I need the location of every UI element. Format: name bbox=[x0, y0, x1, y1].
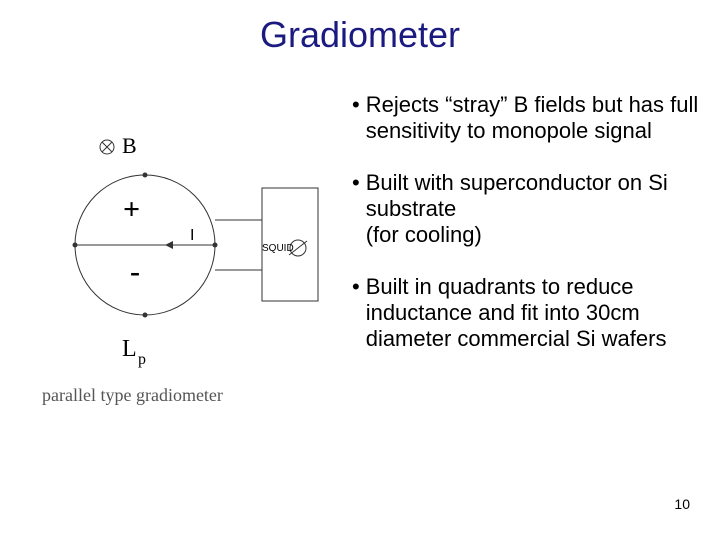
bullet-text: Rejects “stray” B fields but has full se… bbox=[366, 92, 704, 144]
bullet-dot: • bbox=[352, 92, 360, 144]
label-I: I bbox=[190, 227, 194, 245]
page-number: 10 bbox=[674, 496, 690, 512]
label-squid: SQUID bbox=[262, 243, 294, 254]
bullet-item: • Built in quadrants to reduce inductanc… bbox=[352, 274, 704, 352]
label-B: B bbox=[122, 133, 137, 159]
node-dot bbox=[73, 243, 78, 248]
bullet-text: Built with superconductor on Si substrat… bbox=[366, 170, 704, 248]
bullet-dot: • bbox=[352, 170, 360, 248]
node-dot bbox=[143, 313, 148, 318]
node-dot bbox=[143, 173, 148, 178]
bullet-item: • Built with superconductor on Si substr… bbox=[352, 170, 704, 248]
bullet-dot: • bbox=[352, 274, 360, 352]
gradiometer-diagram: B + - I SQUID L p bbox=[30, 115, 340, 415]
label-Lp-L: L bbox=[122, 336, 137, 363]
bullet-list: • Rejects “stray” B fields but has full … bbox=[352, 92, 704, 378]
slide-title: Gradiometer bbox=[0, 14, 720, 56]
label-Lp-p: p bbox=[138, 351, 146, 369]
current-arrow-head bbox=[165, 241, 173, 249]
bullet-text: Built in quadrants to reduce inductance … bbox=[366, 274, 704, 352]
label-plus: + bbox=[123, 193, 140, 227]
bullet-item: • Rejects “stray” B fields but has full … bbox=[352, 92, 704, 144]
label-minus: - bbox=[130, 255, 140, 289]
diagram-caption: parallel type gradiometer bbox=[42, 385, 223, 406]
node-dot bbox=[213, 243, 218, 248]
